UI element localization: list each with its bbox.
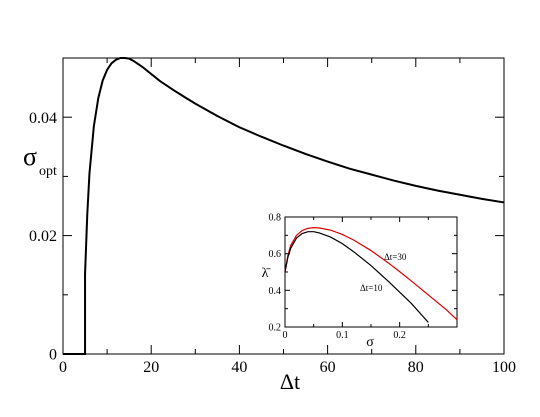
inset-y-axis-title: λ̄ — [262, 266, 272, 281]
y-tick-label: 0.8 — [269, 213, 282, 224]
inset-x-axis-title: σ — [366, 335, 374, 350]
inset-series-line-1 — [284, 231, 429, 323]
inset-plot-frame — [284, 216, 458, 328]
x-tick-label: 40 — [231, 359, 247, 376]
inset-series-line-0 — [284, 227, 458, 321]
y-tick-label: 0.6 — [269, 249, 282, 260]
inset-label-dt10: Δt=10 — [360, 283, 383, 293]
x-tick-label: 60 — [320, 359, 336, 376]
x-tick-label: 100 — [492, 359, 516, 376]
x-axis-title: Δt — [280, 369, 300, 394]
y-tick-label: 0.02 — [29, 228, 57, 245]
y-tick-label: 0.2 — [269, 323, 282, 334]
inset-series-lines — [284, 227, 458, 323]
x-tick-label: 0 — [59, 359, 67, 376]
inset-label-dt30: Δt=30 — [384, 252, 407, 262]
main-ticks: 0 20 40 60 80 100 0 0.02 0.04 — [29, 57, 516, 376]
x-tick-label: 80 — [408, 359, 424, 376]
x-tick-label: 0.2 — [393, 330, 406, 341]
y-tick-label: 0.4 — [269, 286, 282, 297]
x-tick-label: 0.1 — [336, 330, 349, 341]
y-axis-title: σ — [23, 142, 37, 171]
x-tick-label: 20 — [143, 359, 159, 376]
x-tick-label: 0 — [283, 330, 288, 341]
y-tick-label: 0 — [49, 347, 57, 364]
y-axis-title-subscript: opt — [39, 164, 57, 179]
y-tick-label: 0.04 — [29, 110, 57, 127]
inset-ticks: 0 0.1 0.2 0.2 0.4 0.6 0.8 — [269, 213, 457, 341]
main-series-line — [63, 57, 505, 355]
